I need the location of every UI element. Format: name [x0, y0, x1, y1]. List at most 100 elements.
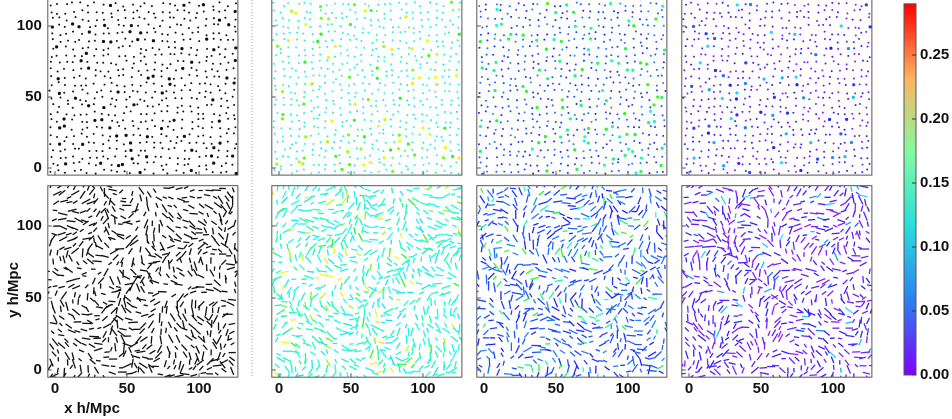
particle: [682, 18, 685, 21]
velocity-arrow: [560, 185, 568, 190]
particle: [220, 171, 223, 174]
velocity-arrow: [313, 307, 319, 313]
particle: [128, 95, 131, 98]
particle: [733, 147, 736, 150]
velocity-arrow: [309, 299, 313, 307]
velocity-arrow: [353, 227, 357, 235]
velocity-arrow: [599, 333, 604, 338]
particle: [609, 38, 612, 41]
particle: [70, 1, 73, 4]
particle: [816, 19, 819, 22]
velocity-arrow: [500, 256, 503, 266]
velocity-arrow: [553, 189, 561, 196]
particle: [822, 125, 825, 128]
velocity-arrow: [595, 348, 601, 352]
particle: [801, 133, 804, 136]
velocity-arrow: [685, 320, 694, 326]
velocity-arrow: [616, 302, 621, 308]
particle: [160, 70, 163, 73]
particle: [74, 16, 77, 19]
particle: [213, 113, 216, 116]
velocity-arrow: [421, 315, 424, 321]
velocity-arrow: [626, 238, 633, 246]
particle: [190, 46, 193, 49]
velocity-arrow: [427, 202, 436, 206]
particle: [758, 103, 761, 106]
velocity-arrow: [354, 216, 359, 226]
particle: [478, 5, 481, 8]
velocity-arrow: [418, 343, 421, 351]
particle: [226, 38, 229, 41]
particle: [413, 96, 416, 99]
velocity-arrow: [115, 232, 125, 237]
particle: [683, 69, 686, 72]
velocity-arrow: [356, 202, 361, 211]
velocity-arrow: [492, 268, 503, 273]
particle: [481, 61, 484, 64]
velocity-arrow: [131, 358, 134, 368]
particle: [233, 25, 236, 28]
velocity-arrow: [124, 307, 132, 314]
particle: [123, 170, 126, 173]
particle: [522, 38, 525, 41]
particle: [110, 163, 113, 166]
particle: [301, 149, 304, 152]
particle: [507, 48, 510, 51]
velocity-arrow: [100, 215, 104, 221]
velocity-arrow: [170, 279, 178, 285]
velocity-arrow: [588, 307, 595, 314]
velocity-arrow: [77, 294, 81, 299]
particle: [390, 69, 393, 72]
velocity-arrow: [518, 292, 524, 296]
particle: [400, 8, 403, 11]
velocity-arrow: [108, 300, 116, 303]
velocity-arrow: [349, 343, 354, 345]
particle: [280, 117, 285, 121]
velocity-arrow: [707, 226, 716, 231]
particle: [722, 168, 725, 171]
velocity-arrow: [644, 226, 649, 231]
particle: [494, 60, 498, 64]
particle: [639, 74, 642, 77]
velocity-arrow: [74, 329, 81, 333]
velocity-arrow: [719, 342, 722, 349]
particle: [510, 15, 513, 18]
velocity-arrow: [514, 304, 520, 310]
particle: [406, 75, 409, 78]
particle: [784, 106, 787, 109]
particle: [581, 16, 584, 19]
velocity-arrow: [428, 236, 438, 240]
velocity-arrow: [434, 224, 443, 229]
velocity-arrow: [93, 290, 97, 297]
velocity-arrow: [634, 352, 641, 360]
particle: [435, 82, 439, 87]
velocity-arrow: [555, 342, 559, 347]
velocity-arrow: [354, 350, 362, 353]
velocity-arrow: [546, 232, 556, 240]
velocity-arrow: [47, 291, 50, 295]
velocity-arrow: [188, 323, 197, 331]
particle: [810, 33, 813, 36]
velocity-arrow: [120, 215, 127, 220]
particle: [837, 47, 840, 50]
velocity-arrow: [383, 312, 392, 316]
velocity-arrow: [307, 367, 314, 375]
particle: [189, 105, 192, 108]
velocity-arrow: [69, 364, 74, 370]
particle: [117, 19, 120, 22]
particle: [312, 54, 315, 57]
particle: [218, 53, 221, 56]
velocity-arrow: [301, 365, 307, 371]
velocity-arrow: [589, 315, 597, 320]
velocity-arrow: [588, 371, 590, 378]
particle: [114, 105, 117, 108]
velocity-arrow: [576, 337, 585, 345]
velocity-arrow: [410, 351, 414, 356]
velocity-arrow: [716, 365, 721, 369]
velocity-arrow: [581, 194, 588, 198]
velocity-arrow: [357, 303, 365, 309]
velocity-arrow: [72, 374, 76, 378]
velocity-arrow: [706, 232, 716, 239]
particle: [58, 16, 61, 19]
particle: [838, 170, 841, 173]
